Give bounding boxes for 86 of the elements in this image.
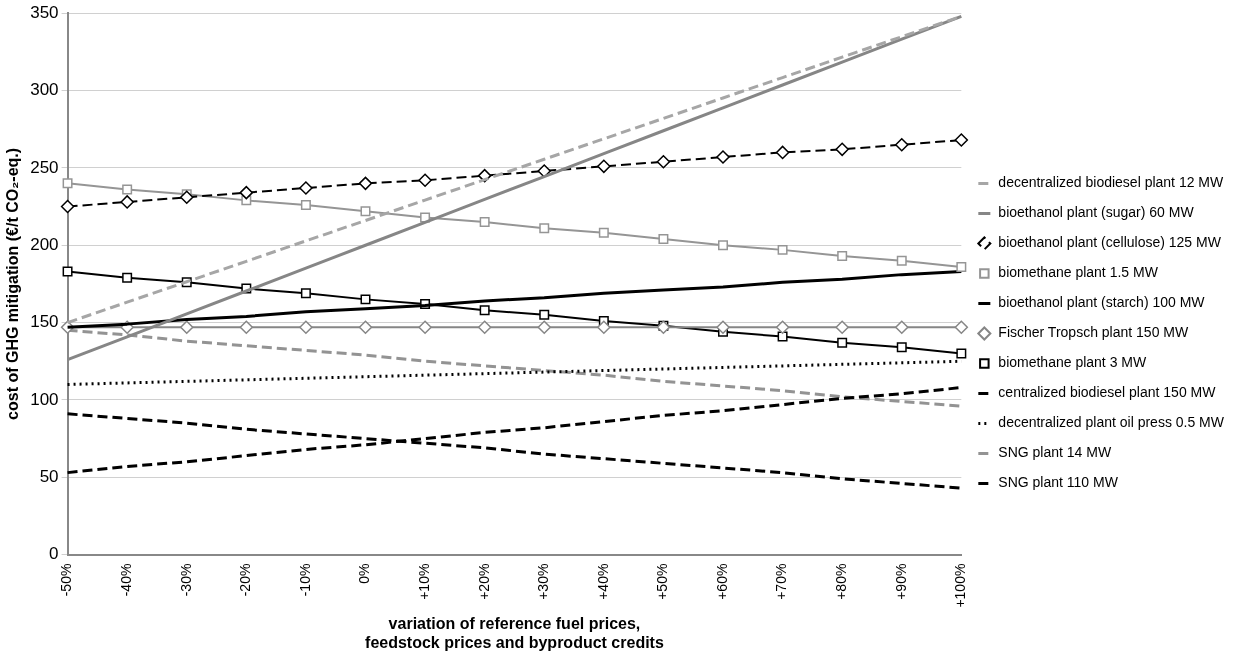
- point: [716, 320, 730, 334]
- x-axis-title: variation of reference fuel prices, feedstock prices and byproduct credits: [365, 614, 664, 651]
- point: [360, 294, 371, 305]
- y-tick-label: 150: [30, 312, 59, 332]
- point: [775, 320, 790, 334]
- y-tick-label: 0: [49, 544, 59, 564]
- legend-label: decentralized plant oil press 0.5 MW: [998, 414, 1225, 431]
- legend-label: bioethanol plant (cellulose) 125 MW: [998, 234, 1222, 251]
- point: [954, 320, 969, 334]
- point: [299, 181, 313, 195]
- legend-label: SNG plant 14 MW: [998, 444, 1112, 461]
- x-tick-label: -40%: [118, 563, 135, 597]
- point: [358, 176, 373, 191]
- point: [597, 159, 611, 174]
- point: [716, 150, 730, 164]
- x-tick-label: +80%: [833, 563, 850, 600]
- point: [479, 305, 490, 316]
- point: [956, 261, 967, 272]
- point: [896, 255, 907, 266]
- point: [239, 185, 254, 200]
- legend-label: biomethane plant 1.5 MW: [998, 264, 1159, 281]
- point: [122, 184, 133, 195]
- x-tick-label: -50%: [58, 563, 75, 597]
- point: [539, 223, 550, 234]
- x-tick-label: +70%: [773, 563, 790, 600]
- x-tick-label: +90%: [892, 563, 909, 600]
- point: [358, 320, 373, 334]
- y-axis-title: cost of GHG mitigation (€/t CO₂-eq.): [4, 147, 22, 420]
- legend-label: decentralized biodiesel plant 12 MW: [998, 174, 1225, 191]
- point: [598, 227, 609, 238]
- point: [418, 320, 432, 334]
- point: [360, 206, 371, 217]
- point: [835, 142, 849, 157]
- y-tick-label: 50: [39, 466, 59, 486]
- legend-label: centralized biodiesel plant 150 MW: [998, 384, 1217, 401]
- y-tick-label: 200: [30, 234, 59, 254]
- point: [956, 348, 967, 359]
- point: [718, 240, 728, 251]
- point: [300, 200, 311, 211]
- x-tick-label: +50%: [654, 563, 671, 600]
- point: [658, 234, 669, 245]
- point: [122, 272, 133, 283]
- point: [895, 320, 909, 334]
- point: [775, 145, 790, 160]
- x-tick-label: +10%: [415, 563, 432, 600]
- legend-label: Fischer Tropsch plant 150 MW: [998, 324, 1189, 341]
- point: [896, 342, 907, 353]
- y-tick-label: 250: [30, 157, 59, 177]
- legend-label: bioethanol plant (starch) 100 MW: [998, 294, 1206, 311]
- point: [299, 320, 313, 334]
- x-tick-label: +100%: [952, 563, 969, 608]
- point: [656, 154, 671, 169]
- point: [597, 320, 611, 334]
- x-tick-label: -20%: [237, 563, 254, 597]
- point: [179, 320, 194, 334]
- point: [835, 320, 849, 334]
- point: [120, 195, 134, 209]
- x-tick-label: +20%: [475, 563, 492, 600]
- point: [179, 190, 194, 205]
- point: [954, 133, 969, 147]
- legend-label: SNG plant 110 MW: [998, 474, 1119, 491]
- point: [300, 288, 311, 299]
- y-tick-label: 100: [30, 389, 59, 409]
- point: [479, 217, 490, 228]
- point: [60, 199, 75, 214]
- point: [537, 320, 551, 334]
- point: [539, 309, 550, 320]
- x-tick-label: +60%: [713, 563, 730, 600]
- point: [477, 320, 492, 334]
- point: [777, 244, 788, 255]
- legend-label: biomethane plant 3 MW: [998, 354, 1147, 371]
- y-tick-label: 300: [30, 80, 59, 100]
- x-tick-label: +40%: [594, 563, 611, 600]
- y-tick-label: 350: [30, 2, 59, 22]
- point: [62, 266, 73, 277]
- x-tick-label: -10%: [296, 563, 313, 597]
- point: [837, 251, 848, 262]
- point: [239, 320, 254, 334]
- x-tick-label: -30%: [177, 563, 194, 597]
- point: [895, 137, 909, 152]
- point: [62, 178, 73, 189]
- point: [418, 173, 432, 188]
- x-tick-label: +30%: [535, 563, 552, 600]
- legend-label: bioethanol plant (sugar) 60 MW: [998, 204, 1195, 221]
- x-tick-label: 0%: [356, 563, 373, 584]
- point: [837, 337, 848, 348]
